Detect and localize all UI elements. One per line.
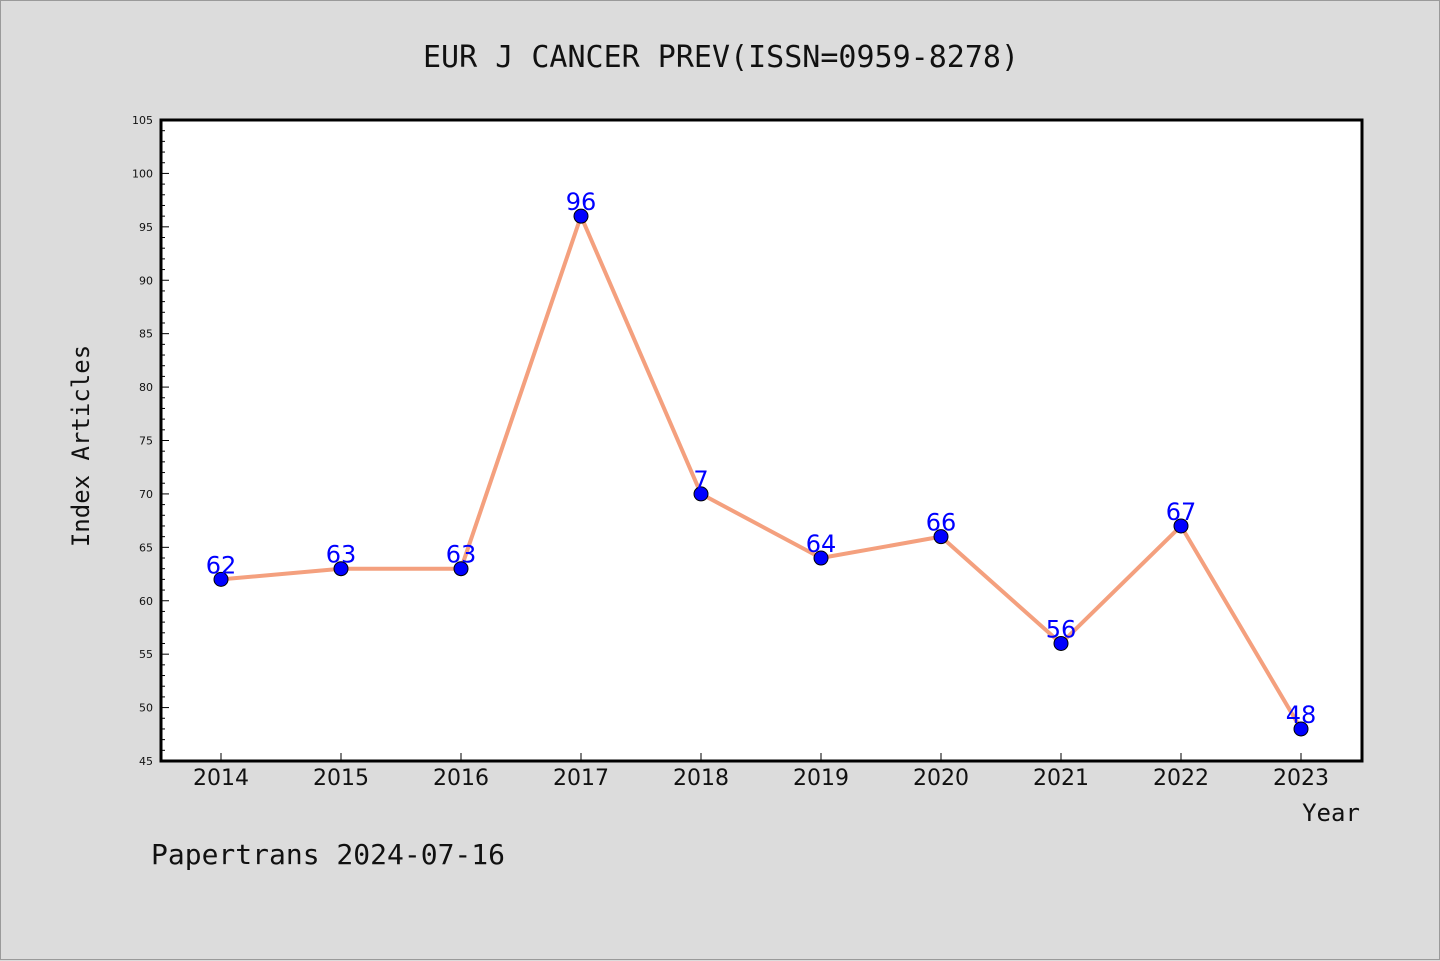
data-point — [453, 561, 469, 577]
y-tick-label: 105 — [132, 114, 153, 127]
series-segment — [1059, 523, 1183, 646]
y-tick-label: 80 — [139, 381, 153, 394]
data-label: 48 — [1286, 701, 1317, 729]
series-segment — [459, 214, 583, 571]
series-segment — [939, 534, 1063, 646]
data-label: 64 — [806, 530, 837, 558]
x-tick-label: 2020 — [913, 766, 969, 791]
data-label: 66 — [926, 509, 957, 537]
series-segment — [699, 491, 823, 561]
series-segment — [219, 566, 343, 582]
y-tick-label: 95 — [139, 221, 153, 234]
y-tick-label: 50 — [139, 702, 153, 715]
x-tick-label: 2023 — [1273, 766, 1329, 791]
data-point — [693, 486, 709, 502]
y-tick-label: 55 — [139, 648, 153, 661]
plot-area — [159, 118, 1364, 763]
data-point — [813, 550, 829, 566]
data-point — [333, 561, 349, 577]
y-tick-label: 65 — [139, 541, 153, 554]
x-tick-label: 2021 — [1033, 766, 1089, 791]
y-tick-label: 100 — [132, 167, 153, 180]
data-label: 56 — [1046, 615, 1077, 643]
x-tick-label: 2019 — [793, 766, 849, 791]
data-label: 96 — [566, 188, 597, 216]
y-tick-label: 90 — [139, 274, 153, 287]
data-label: 63 — [446, 541, 477, 569]
y-tick-label: 75 — [139, 435, 153, 448]
data-label: 63 — [326, 541, 357, 569]
data-label: 67 — [1166, 498, 1197, 526]
y-axis-label: Index Articles — [67, 345, 95, 547]
x-tick-label: 2017 — [553, 766, 609, 791]
data-point — [1293, 721, 1309, 737]
data-point — [213, 571, 229, 587]
x-tick-label: 2022 — [1153, 766, 1209, 791]
series-segment — [579, 214, 703, 496]
y-axis-ticks: 45 50 55 60 65 70 75 80 85 90 95 100 105 — [132, 114, 169, 768]
data-label: 7 — [693, 466, 708, 494]
y-tick-label: 70 — [139, 488, 153, 501]
data-point — [573, 208, 589, 224]
data-point — [1053, 635, 1069, 651]
data-label: 62 — [206, 551, 237, 579]
series-line — [219, 214, 1303, 731]
chart-title: EUR J CANCER PREV(ISSN=0959-8278) — [423, 40, 1019, 75]
x-tick-label: 2016 — [433, 766, 489, 791]
series-markers — [213, 208, 1309, 737]
y-tick-label: 85 — [139, 328, 153, 341]
series-segment — [819, 534, 943, 561]
y-tick-label: 45 — [139, 755, 153, 768]
data-labels: 62 63 63 96 7 64 66 56 67 48 — [206, 188, 1317, 729]
series-segment — [1179, 523, 1303, 731]
x-tick-label: 2018 — [673, 766, 729, 791]
data-point — [1173, 518, 1189, 534]
data-point — [933, 529, 949, 545]
y-tick-label: 60 — [139, 595, 153, 608]
x-tick-label: 2014 — [193, 766, 249, 791]
x-tick-label: 2015 — [313, 766, 369, 791]
footer-text: Papertrans 2024-07-16 — [151, 838, 505, 871]
x-axis-ticks: 2014 2015 2016 2017 2018 2019 2020 2021 2022 2023 — [193, 753, 1329, 791]
x-axis-label: Year — [1302, 799, 1360, 827]
